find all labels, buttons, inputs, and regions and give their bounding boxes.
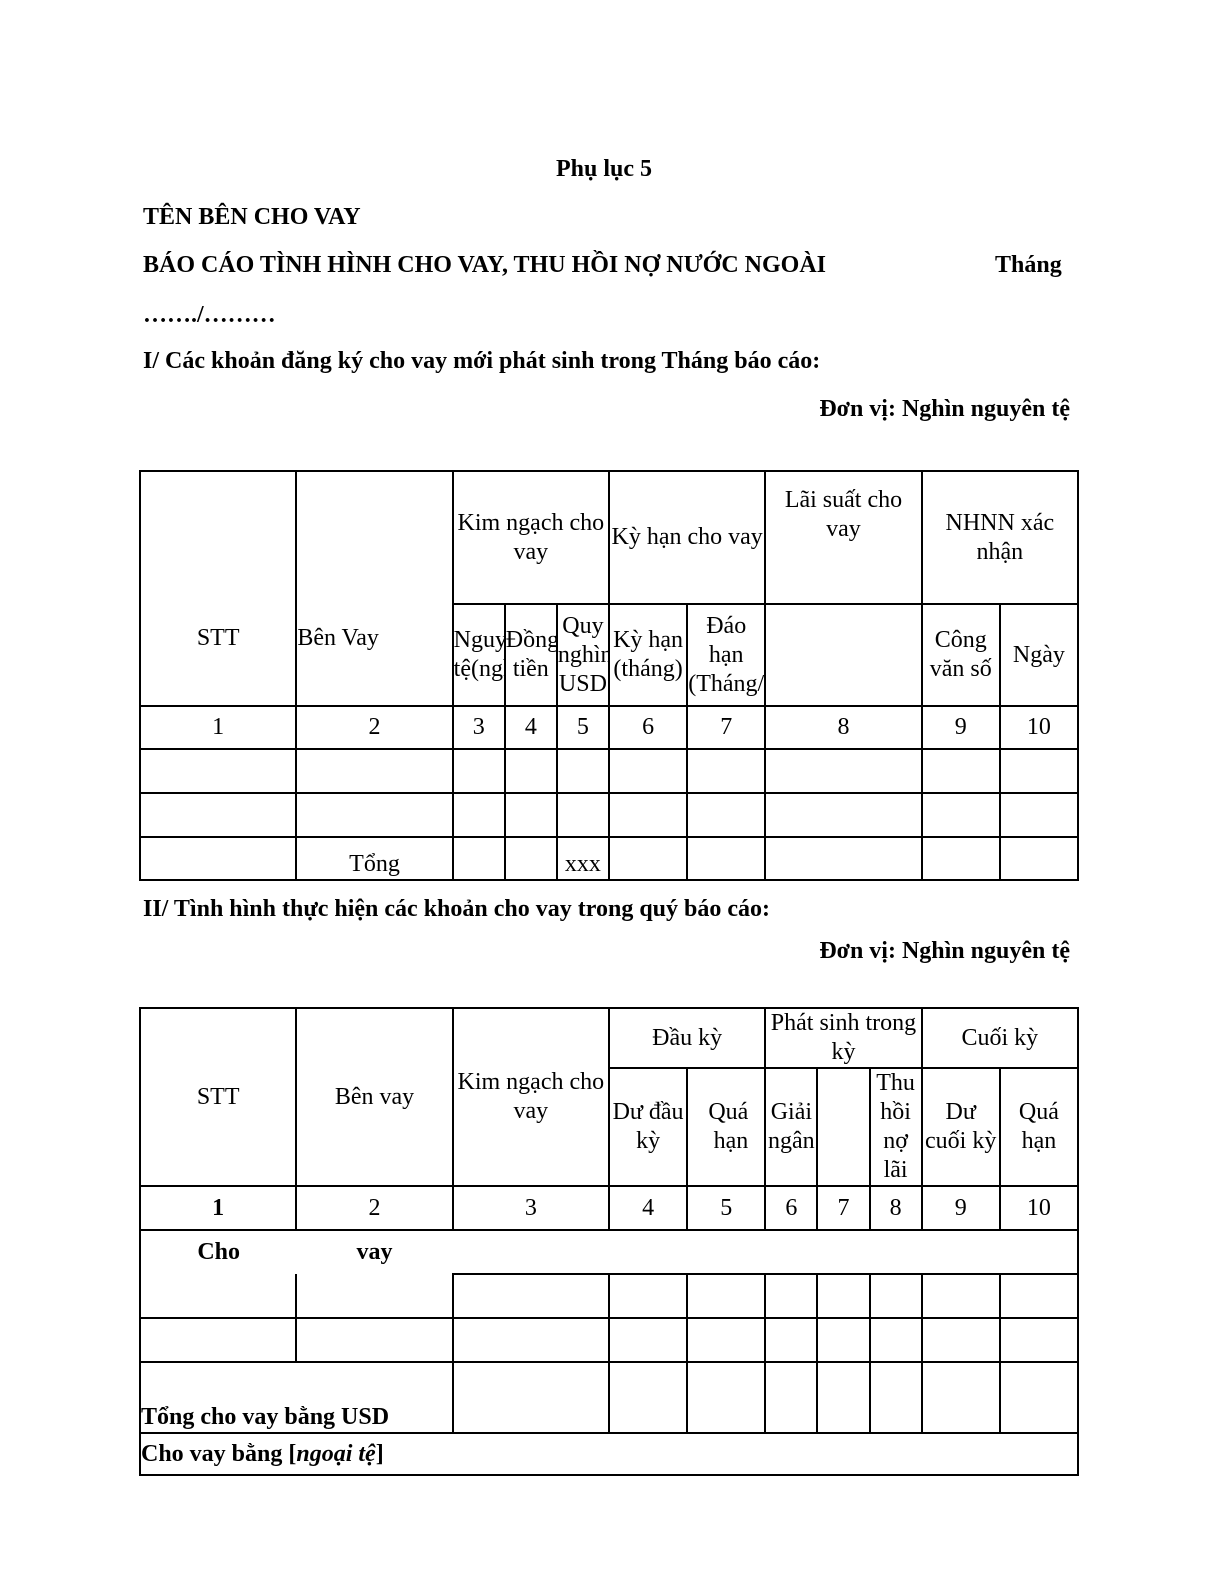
col-kim-ngach: Kim ngạch cho vay [451,470,610,605]
loan-status-table: STT Bên vay Kim ngạch cho vay Đầu kỳ Phá… [138,1007,1080,1476]
section2-heading: II/ Tình hình thực hiện các khoản cho va… [143,896,770,922]
col-number: 3 [451,1185,610,1231]
col-number: 1 [138,1185,298,1231]
col-number: 4 [503,705,558,750]
foreign-currency-row: Cho vay bằng [ngoại tệ] [139,1432,1079,1476]
section1-unit: Đơn vị: Nghìn nguyên tệ [819,396,1070,422]
cho-label: Cho [138,1229,297,1274]
col-number: 8 [868,1185,923,1231]
foreign-italic: ngoại tệ [296,1440,376,1467]
section2-unit: Đơn vị: Nghìn nguyên tệ [819,938,1070,964]
col-number: 2 [295,705,454,750]
total-usd-row: Tổng cho vay bằng USD [139,1361,1080,1434]
col-number: 3 [451,705,506,750]
column-number-row: 1 2 3 4 5 6 7 8 9 10 [138,705,1080,750]
col-stt: STT [138,470,298,707]
cho-vay-row: Cho vay [138,1229,1080,1275]
col-phat-sinh: Phát sinh trong kỳ [764,1007,923,1069]
col-number: 6 [607,705,689,750]
col-qua-han-2: Quá hạn [998,1067,1080,1187]
col-du-dau-ky: Dư đầu kỳ [607,1067,689,1187]
col-number: 5 [686,1185,767,1231]
appendix-title: Phụ lục 5 [556,156,653,182]
table-row [138,792,1080,838]
col-giai-ngan: Giải ngân [764,1067,819,1187]
report-title: BÁO CÁO TÌNH HÌNH CHO VAY, THU HỒI NỢ NƯ… [143,252,827,278]
col-nguyen-te: Nguyên tệ(nghìn [451,603,506,707]
col-thu-hoi: Thu hồi nợ lãi [868,1067,923,1187]
col-dau-ky: Đầu kỳ [607,1007,767,1069]
col-lai-suat: Lãi suất cho vay [764,470,923,605]
col-empty [764,603,923,707]
col-dong-tien: Đồng tiền [503,603,558,707]
report-period: ……./……… [143,302,276,328]
col-number: 7 [816,1185,871,1231]
col-kim-ngach: Kim ngạch cho vay [451,1007,610,1187]
col-number: 10 [998,705,1080,750]
month-label: Tháng [995,252,1062,278]
col-du-cuoi-ky: Dư cuối kỳ [920,1067,1001,1187]
total-row: Tổng xxx [138,836,1080,881]
col-nhnn: NHNN xác nhận [920,470,1080,605]
table-row [138,748,1080,794]
col-ngay: Ngày [998,603,1080,707]
new-loans-table: STT Bên Vay Kim ngạch cho vay Kỳ hạn cho… [138,470,1080,881]
col-qua-han-1: Quá hạn [686,1067,767,1187]
col-ben-vay: Bên vay [295,1007,454,1187]
vay-label: vay [296,1229,453,1274]
col-number: 9 [920,1185,1001,1231]
table-row [138,1273,1080,1319]
col-number: 10 [998,1185,1080,1231]
foreign-close: ] [375,1440,384,1467]
lender-name: TÊN BÊN CHO VAY [143,204,361,230]
table-row [138,1317,1080,1363]
col-quy-usd: Quy nghìn USD [555,603,610,707]
col-number: 8 [764,705,923,750]
col-ky-han-thang: Kỳ hạn (tháng) [607,603,689,707]
col-number: 5 [555,705,610,750]
col-number: 7 [686,705,767,750]
total-label: Tổng [295,836,454,881]
col-number: 9 [920,705,1001,750]
col-number: 6 [764,1185,819,1231]
section1-heading: I/ Các khoản đăng ký cho vay mới phát si… [143,348,821,374]
total-usd-label: Tổng cho vay bằng USD [139,1361,454,1434]
col-ben-vay: Bên Vay [295,470,454,707]
col-number: 2 [295,1185,454,1231]
total-usd: xxx [555,836,610,881]
col-cong-van: Công văn số [920,603,1001,707]
col-ky-han: Kỳ hạn cho vay [607,470,767,605]
col-dao-han: Đáo hạn (Tháng/ [686,603,767,707]
column-number-row: 1 2 3 4 5 6 7 8 9 10 [138,1185,1080,1231]
col-number: 4 [607,1185,689,1231]
col-stt: STT [138,1007,298,1187]
col-number: 1 [138,705,298,750]
foreign-currency-label: Cho vay bằng [ngoại tệ] [139,1432,1079,1476]
col-cuoi-ky: Cuối kỳ [920,1007,1080,1069]
foreign-label: Cho vay bằng [ [141,1440,297,1467]
col-empty [816,1068,871,1187]
